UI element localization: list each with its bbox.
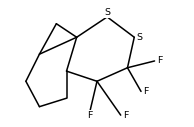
Text: F: F xyxy=(143,87,149,96)
Text: S: S xyxy=(136,33,142,42)
Text: S: S xyxy=(104,8,110,17)
Text: F: F xyxy=(157,57,162,65)
Text: F: F xyxy=(87,111,93,120)
Text: F: F xyxy=(123,111,128,120)
